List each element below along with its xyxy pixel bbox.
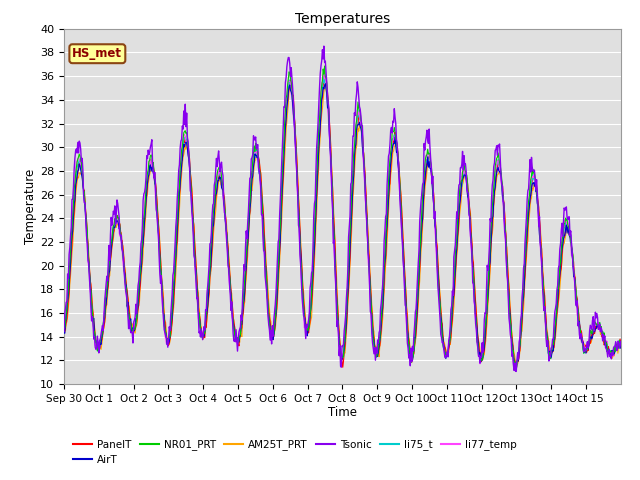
AM25T_PRT xyxy=(255,159,263,165)
AM25T_PRT xyxy=(617,345,625,351)
Line: AirT: AirT xyxy=(64,84,621,365)
Line: AM25T_PRT: AM25T_PRT xyxy=(64,84,621,365)
li75_t xyxy=(60,324,68,330)
AirT xyxy=(401,274,408,279)
PanelT xyxy=(432,226,440,231)
PanelT xyxy=(513,367,520,372)
AM25T_PRT xyxy=(401,263,408,268)
li75_t xyxy=(228,303,236,309)
li77_temp xyxy=(125,314,133,320)
AM25T_PRT xyxy=(125,304,133,310)
X-axis label: Time: Time xyxy=(328,407,357,420)
Tsonic xyxy=(513,369,520,374)
NR01_PRT xyxy=(125,315,133,321)
PanelT xyxy=(255,157,263,163)
AirT xyxy=(321,81,329,86)
NR01_PRT xyxy=(255,165,263,171)
NR01_PRT xyxy=(401,273,408,278)
li77_temp xyxy=(432,239,440,244)
NR01_PRT xyxy=(432,224,440,229)
Tsonic xyxy=(125,317,133,323)
Tsonic xyxy=(228,299,236,305)
NR01_PRT xyxy=(60,324,68,330)
li75_t xyxy=(276,225,284,230)
AM25T_PRT xyxy=(513,362,520,368)
NR01_PRT xyxy=(617,342,625,348)
Text: HS_met: HS_met xyxy=(72,47,122,60)
AM25T_PRT xyxy=(432,219,440,225)
li75_t xyxy=(321,72,328,78)
AM25T_PRT xyxy=(228,290,236,296)
AirT xyxy=(432,227,440,232)
li75_t xyxy=(617,342,625,348)
AM25T_PRT xyxy=(321,81,329,87)
li75_t xyxy=(255,171,263,177)
Line: Tsonic: Tsonic xyxy=(64,46,621,372)
PanelT xyxy=(228,299,236,304)
AirT xyxy=(513,362,520,368)
PanelT xyxy=(321,74,329,80)
Tsonic xyxy=(320,43,328,49)
PanelT xyxy=(617,340,625,346)
Line: li77_temp: li77_temp xyxy=(64,73,621,368)
Line: NR01_PRT: NR01_PRT xyxy=(64,66,621,369)
AirT xyxy=(276,236,284,241)
li77_temp xyxy=(510,365,518,371)
NR01_PRT xyxy=(228,302,236,308)
NR01_PRT xyxy=(321,63,328,69)
AirT xyxy=(60,327,68,333)
PanelT xyxy=(60,324,68,330)
PanelT xyxy=(401,265,408,271)
Line: li75_t: li75_t xyxy=(64,75,621,369)
Tsonic xyxy=(401,284,408,289)
li77_temp xyxy=(228,310,236,316)
AM25T_PRT xyxy=(276,243,284,249)
li75_t xyxy=(432,228,440,233)
li77_temp xyxy=(617,339,625,345)
Line: PanelT: PanelT xyxy=(64,77,621,370)
Title: Temperatures: Temperatures xyxy=(295,12,390,26)
AM25T_PRT xyxy=(60,332,68,337)
AirT xyxy=(617,342,625,348)
Tsonic xyxy=(617,338,625,344)
li75_t xyxy=(125,316,133,322)
AirT xyxy=(228,299,236,305)
Y-axis label: Temperature: Temperature xyxy=(24,169,37,244)
li77_temp xyxy=(60,326,68,332)
li77_temp xyxy=(255,168,263,174)
PanelT xyxy=(276,231,284,237)
NR01_PRT xyxy=(276,221,284,227)
AirT xyxy=(125,316,133,322)
li75_t xyxy=(401,276,408,281)
AirT xyxy=(255,170,263,176)
Tsonic xyxy=(255,167,263,173)
Tsonic xyxy=(276,196,284,202)
NR01_PRT xyxy=(513,366,520,372)
PanelT xyxy=(125,310,133,315)
Tsonic xyxy=(432,232,440,238)
Legend: PanelT, AirT, NR01_PRT, AM25T_PRT, Tsonic, li75_t, li77_temp: PanelT, AirT, NR01_PRT, AM25T_PRT, Tsoni… xyxy=(69,435,521,469)
li77_temp xyxy=(401,281,408,287)
li75_t xyxy=(513,366,520,372)
Tsonic xyxy=(60,329,68,335)
li77_temp xyxy=(276,211,284,216)
li77_temp xyxy=(320,71,328,76)
